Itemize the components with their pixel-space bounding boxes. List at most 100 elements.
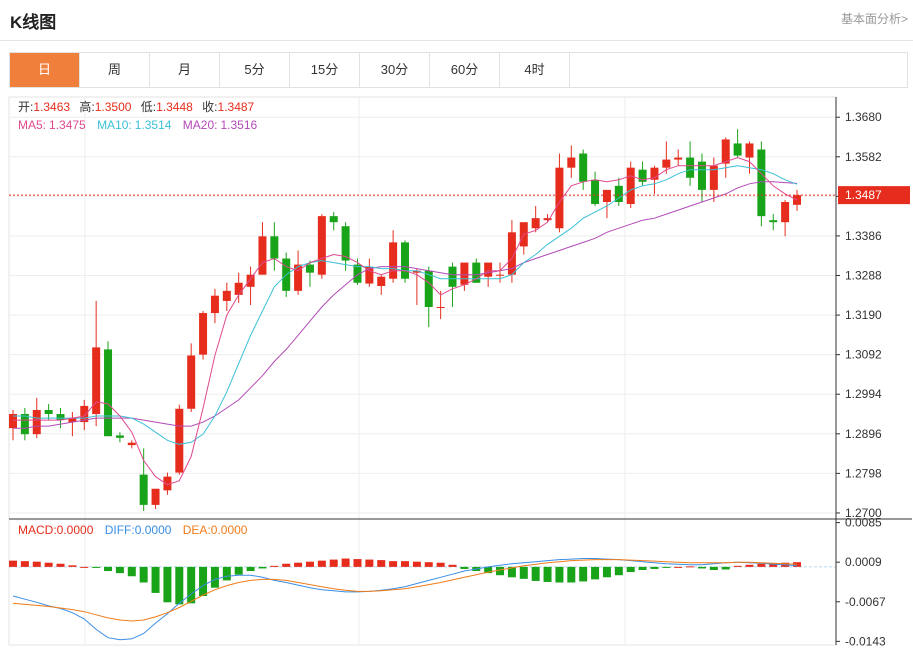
candle-body <box>104 349 113 437</box>
macd-tick-label: -0.0143 <box>845 634 886 648</box>
period-tabs: 日 周 月 5分 15分 30分 60分 4时 <box>9 52 908 88</box>
tab-15min[interactable]: 15分 <box>290 53 360 87</box>
price-tick-label: 1.3288 <box>845 269 882 283</box>
candle <box>9 409 17 441</box>
candle-body <box>543 218 552 221</box>
macd-bar <box>365 559 374 567</box>
macd-bar <box>757 563 766 567</box>
candle <box>104 341 113 437</box>
fundamental-analysis-link[interactable]: 基本面分析> <box>840 12 908 26</box>
tab-4hour[interactable]: 4时 <box>500 53 570 87</box>
tab-month[interactable]: 月 <box>150 53 220 87</box>
candle-body <box>591 179 600 205</box>
current-price-badge <box>838 186 910 205</box>
macd-bar <box>127 566 136 577</box>
tab-60min[interactable]: 60分 <box>430 53 500 87</box>
candle <box>199 311 208 360</box>
macd-bar <box>104 566 113 572</box>
price-tick-label: 1.3582 <box>845 150 882 164</box>
candle-body <box>270 236 279 259</box>
candle <box>697 153 706 202</box>
candle-body <box>44 409 53 415</box>
macd-bar <box>460 566 469 569</box>
candle-body <box>733 143 742 156</box>
macd-bar <box>709 566 718 570</box>
dea-line <box>12 559 798 622</box>
candle-body <box>222 290 231 301</box>
candle-body <box>32 409 41 435</box>
candle-body <box>412 270 421 273</box>
macd-bar <box>591 566 600 580</box>
candle <box>781 199 790 237</box>
macd-bar <box>436 562 445 567</box>
page-header: K线图 基本面分析> <box>0 0 913 41</box>
macd-bar <box>519 566 528 579</box>
candle <box>139 448 148 511</box>
candle-body <box>781 202 790 223</box>
macd-bar <box>412 561 421 567</box>
price-tick-label: 1.2700 <box>845 506 882 520</box>
macd-bar <box>20 561 29 567</box>
candle-body <box>507 232 516 275</box>
macd-bar <box>543 566 552 582</box>
candle <box>305 260 314 287</box>
macd-bar <box>424 562 433 567</box>
candle <box>270 222 279 271</box>
macd-bar <box>44 562 53 567</box>
candle-body <box>448 266 457 287</box>
candle-body <box>662 159 671 168</box>
macd-bar <box>199 566 208 597</box>
macd-bar <box>567 566 576 583</box>
candle <box>531 206 540 233</box>
candle-body <box>115 435 124 438</box>
candle <box>80 399 89 431</box>
candle-body <box>650 167 659 180</box>
price-tick-label: 1.3386 <box>845 229 882 243</box>
candle <box>460 262 469 291</box>
macd-bar <box>353 559 362 567</box>
candle-body <box>9 414 17 429</box>
tab-30min[interactable]: 30分 <box>360 53 430 87</box>
macd-bar <box>246 566 255 572</box>
macd-bar <box>579 566 588 582</box>
macd-bar <box>602 566 611 578</box>
candle <box>769 214 778 231</box>
candle-body <box>329 216 338 223</box>
candle <box>258 222 267 275</box>
macd-bar <box>638 566 647 570</box>
macd-bar <box>329 559 338 567</box>
macd-bar <box>496 566 505 576</box>
macd-bar <box>151 566 160 593</box>
candle-body <box>697 161 706 190</box>
candle <box>92 300 101 427</box>
candle-body <box>151 488 160 505</box>
tab-week[interactable]: 周 <box>80 53 150 87</box>
candle <box>329 212 338 231</box>
macd-bar <box>270 565 279 567</box>
candle <box>294 250 303 295</box>
macd-bar <box>139 566 148 583</box>
candle-body <box>674 157 683 160</box>
macd-bar <box>317 560 326 567</box>
candle-body <box>769 220 778 223</box>
candle-body <box>460 262 469 285</box>
candle <box>662 141 671 174</box>
candle <box>721 137 730 178</box>
candle-body <box>377 276 386 286</box>
macd-bar <box>305 561 314 567</box>
candle-body <box>424 270 433 307</box>
price-tick-label: 1.3190 <box>845 308 882 322</box>
tab-5min[interactable]: 5分 <box>220 53 290 87</box>
candle-body <box>187 355 196 409</box>
candle-body <box>686 157 695 178</box>
candle <box>757 141 766 227</box>
macd-bar <box>614 566 623 576</box>
candle-body <box>139 474 148 505</box>
macd-bar <box>745 564 754 567</box>
candle <box>602 189 611 219</box>
tab-day[interactable]: 日 <box>10 53 80 87</box>
macd-bar <box>163 566 172 603</box>
candle-body <box>436 307 445 308</box>
macd-bar <box>531 566 540 581</box>
